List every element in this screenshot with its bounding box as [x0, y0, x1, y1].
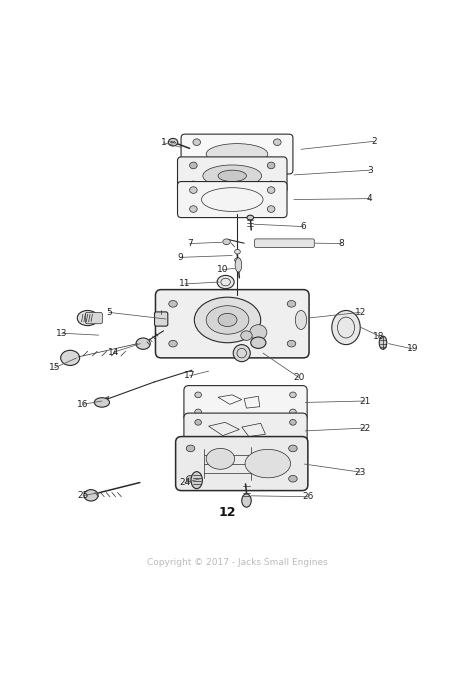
FancyBboxPatch shape [155, 290, 309, 358]
Ellipse shape [267, 181, 275, 188]
Text: 25: 25 [77, 491, 89, 500]
Ellipse shape [206, 143, 268, 164]
Ellipse shape [233, 344, 250, 362]
Ellipse shape [186, 445, 195, 452]
Text: 11: 11 [179, 279, 191, 288]
Ellipse shape [251, 337, 266, 349]
Ellipse shape [136, 338, 150, 349]
Polygon shape [95, 396, 109, 404]
FancyBboxPatch shape [184, 413, 307, 448]
Ellipse shape [273, 139, 281, 146]
Ellipse shape [194, 297, 261, 343]
Ellipse shape [250, 325, 267, 340]
Ellipse shape [287, 340, 296, 347]
Ellipse shape [217, 275, 234, 289]
FancyBboxPatch shape [85, 313, 102, 324]
Ellipse shape [206, 306, 249, 334]
Ellipse shape [191, 472, 202, 489]
Text: 12: 12 [219, 506, 236, 519]
Text: 2: 2 [372, 137, 377, 146]
Ellipse shape [235, 258, 242, 272]
Ellipse shape [235, 258, 240, 263]
Ellipse shape [223, 239, 230, 245]
Ellipse shape [241, 331, 252, 340]
Text: 19: 19 [407, 344, 418, 353]
Ellipse shape [190, 186, 197, 193]
Ellipse shape [169, 340, 177, 347]
Ellipse shape [289, 475, 297, 482]
Text: 5: 5 [106, 308, 112, 317]
Ellipse shape [218, 170, 246, 182]
Text: 13: 13 [56, 328, 67, 337]
FancyBboxPatch shape [181, 134, 293, 174]
Ellipse shape [190, 181, 197, 188]
Text: 7: 7 [187, 239, 192, 248]
FancyBboxPatch shape [255, 239, 314, 247]
FancyBboxPatch shape [177, 157, 287, 193]
Ellipse shape [235, 249, 240, 254]
Text: 23: 23 [355, 468, 366, 477]
Ellipse shape [203, 165, 262, 186]
Ellipse shape [193, 139, 201, 146]
Text: 24: 24 [179, 478, 191, 487]
Text: 8: 8 [338, 239, 344, 248]
Ellipse shape [290, 392, 296, 398]
Ellipse shape [242, 494, 251, 507]
Ellipse shape [168, 139, 178, 146]
FancyBboxPatch shape [184, 385, 307, 421]
Ellipse shape [267, 186, 275, 193]
Ellipse shape [84, 490, 98, 501]
Ellipse shape [287, 301, 296, 307]
Ellipse shape [290, 437, 296, 442]
Ellipse shape [206, 448, 235, 469]
Text: Copyright © 2017 - Jacks Small Engines: Copyright © 2017 - Jacks Small Engines [146, 558, 328, 567]
Text: 16: 16 [77, 400, 89, 409]
Text: 9: 9 [177, 253, 183, 262]
Text: 15: 15 [49, 363, 60, 372]
FancyBboxPatch shape [175, 437, 308, 491]
Ellipse shape [332, 310, 360, 344]
Ellipse shape [379, 336, 387, 349]
Ellipse shape [190, 162, 197, 169]
Ellipse shape [290, 409, 296, 414]
Text: 14: 14 [108, 348, 119, 357]
Ellipse shape [295, 310, 307, 329]
Ellipse shape [94, 398, 109, 407]
Ellipse shape [195, 392, 201, 398]
Ellipse shape [247, 216, 254, 220]
Ellipse shape [273, 163, 281, 169]
Ellipse shape [289, 445, 297, 452]
Ellipse shape [61, 350, 80, 365]
Text: 4: 4 [367, 194, 373, 203]
Text: 20: 20 [293, 373, 304, 382]
Text: 21: 21 [359, 396, 371, 405]
Ellipse shape [195, 437, 201, 442]
Text: 1: 1 [161, 138, 166, 147]
Text: 17: 17 [184, 371, 195, 380]
Text: 10: 10 [217, 265, 228, 274]
Ellipse shape [195, 419, 201, 426]
Ellipse shape [290, 419, 296, 426]
Ellipse shape [267, 162, 275, 169]
Ellipse shape [245, 449, 291, 477]
Ellipse shape [190, 206, 197, 212]
Ellipse shape [77, 310, 98, 326]
Ellipse shape [193, 163, 201, 169]
Text: 18: 18 [374, 331, 385, 340]
Ellipse shape [267, 206, 275, 212]
Ellipse shape [195, 409, 201, 414]
Text: 3: 3 [367, 166, 373, 175]
Text: 26: 26 [302, 492, 314, 501]
Ellipse shape [169, 301, 177, 307]
Text: 6: 6 [301, 222, 306, 231]
FancyBboxPatch shape [155, 312, 168, 326]
Text: 12: 12 [355, 308, 366, 317]
Text: 22: 22 [359, 423, 371, 432]
FancyBboxPatch shape [177, 182, 287, 218]
Ellipse shape [186, 475, 195, 482]
Ellipse shape [218, 313, 237, 326]
